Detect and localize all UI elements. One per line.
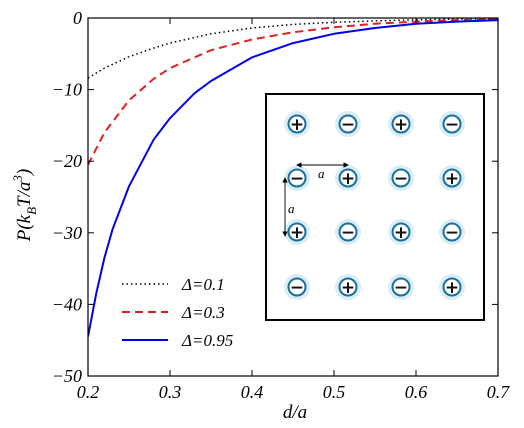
svg-text:+: +	[290, 115, 304, 135]
y-tick-label-3: −30	[52, 223, 82, 243]
y-axis-label: P(kBT/a3)	[10, 169, 39, 243]
y-tick-label-4: −40	[52, 294, 82, 314]
svg-text:+: +	[341, 169, 355, 189]
negative-charge-icon: −	[388, 274, 414, 300]
legend-label-1: Δ=0.3	[181, 303, 225, 322]
svg-text:−: −	[290, 169, 304, 189]
x-tick-label-2: 0.4	[241, 382, 264, 402]
negative-charge-icon: −	[439, 219, 465, 245]
svg-text:+: +	[341, 278, 355, 298]
positive-charge-icon: +	[284, 219, 310, 245]
negative-charge-icon: −	[284, 274, 310, 300]
x-tick-label-0: 0.2	[77, 382, 100, 402]
ticks-layer: 0.2 0.3 0.4 0.5 0.6 0.7 0 −10 −20 −30 −40 −50	[52, 8, 510, 402]
svg-text:−: −	[290, 278, 304, 298]
svg-text:+: +	[290, 223, 304, 243]
inset-vertical-label: a	[288, 201, 295, 216]
charges-layer: + − + − − + − + + − + − − + − +	[284, 111, 465, 300]
plot-frame	[87, 17, 499, 377]
positive-charge-icon: +	[439, 274, 465, 300]
x-axis-label: d/a	[283, 402, 307, 423]
negative-charge-icon: −	[388, 165, 414, 191]
negative-charge-icon: −	[439, 111, 465, 137]
negative-charge-icon: −	[335, 111, 361, 137]
x-tick-label-3: 0.5	[323, 382, 346, 402]
positive-charge-icon: +	[335, 165, 361, 191]
positive-charge-icon: +	[439, 165, 465, 191]
legend-label-0: Δ=0.1	[181, 275, 225, 294]
y-tick-label-2: −20	[52, 151, 82, 171]
inset-horizontal-label: a	[318, 166, 325, 181]
svg-text:−: −	[394, 278, 408, 298]
y-tick-label-5: −50	[52, 366, 82, 386]
x-tick-label-4: 0.6	[405, 382, 428, 402]
series-line-0	[88, 18, 498, 79]
legend-label-2: Δ=0.95	[181, 331, 233, 350]
negative-charge-icon: −	[335, 219, 361, 245]
svg-text:+: +	[394, 223, 408, 243]
svg-text:−: −	[341, 223, 355, 243]
svg-text:−: −	[394, 169, 408, 189]
inset-lattice: + − + − − + − + + − + − − + − + a a	[265, 93, 485, 321]
x-tick-label-1: 0.3	[159, 382, 182, 402]
svg-text:+: +	[445, 278, 459, 298]
positive-charge-icon: +	[335, 274, 361, 300]
svg-text:+: +	[445, 169, 459, 189]
negative-charge-icon: −	[284, 165, 310, 191]
svg-text:−: −	[445, 223, 459, 243]
svg-text:+: +	[394, 115, 408, 135]
positive-charge-icon: +	[284, 111, 310, 137]
positive-charge-icon: +	[388, 219, 414, 245]
positive-charge-icon: +	[388, 111, 414, 137]
x-tick-label-5: 0.7	[487, 382, 511, 402]
svg-text:−: −	[341, 115, 355, 135]
legend: Δ=0.1 Δ=0.3 Δ=0.95	[122, 275, 233, 350]
svg-text:−: −	[445, 115, 459, 135]
y-tick-label-1: −10	[52, 80, 82, 100]
y-tick-label-0: 0	[73, 8, 82, 28]
series-line-2	[88, 19, 498, 337]
